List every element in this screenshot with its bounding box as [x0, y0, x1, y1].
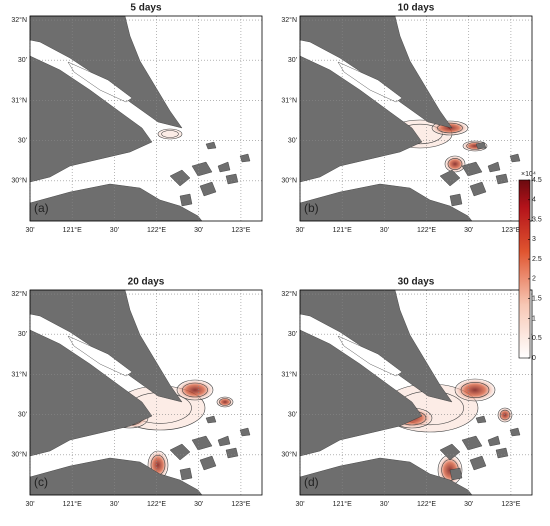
x-tick-label: 30'	[25, 501, 34, 508]
panel-title: 20 days	[128, 277, 165, 288]
contour	[497, 407, 513, 423]
panel-title: 5 days	[130, 3, 162, 14]
y-tick-label: 32°N	[281, 16, 297, 24]
x-tick-label: 30'	[464, 227, 473, 234]
y-tick-label: 31°N	[281, 370, 297, 378]
y-tick-label: 30'	[288, 57, 297, 64]
y-tick-label: 30'	[18, 331, 27, 338]
x-tick-label: 30'	[194, 227, 203, 234]
contour	[157, 128, 183, 140]
panel-label: (b)	[304, 201, 319, 215]
x-tick-label: 30'	[380, 227, 389, 234]
colorbar-tick-label: 4.5	[532, 177, 542, 184]
x-tick-label: 123°E	[231, 500, 250, 508]
colorbar-tick-label: 3	[532, 236, 536, 243]
colorbar-tick-label: 0.5	[532, 335, 542, 342]
panel-title: 30 days	[398, 277, 435, 288]
map-panel: 30' 121°E 30' 122°E 30' 123°E 32°N 30' 31°N 30' 30…	[11, 277, 263, 508]
x-tick-label: 30'	[110, 501, 119, 508]
x-tick-label: 121°E	[333, 500, 352, 508]
y-tick-label: 30'	[288, 411, 297, 418]
y-tick-label: 30'	[18, 137, 27, 144]
y-tick-label: 31°N	[11, 370, 27, 378]
y-tick-label: 31°N	[11, 96, 27, 104]
x-tick-label: 30'	[380, 501, 389, 508]
contour	[176, 379, 214, 401]
x-tick-label: 122°E	[147, 500, 166, 508]
frame	[29, 15, 263, 222]
map-panel: 30' 121°E 30' 122°E 30' 123°E 32°N 30' 31°N 30' 30…	[281, 277, 533, 508]
x-tick-label: 123°E	[231, 226, 250, 234]
x-tick-label: 30'	[295, 501, 304, 508]
colorbar-tick-label: 2.5	[532, 256, 542, 263]
contour	[161, 130, 179, 138]
y-tick-label: 30'	[288, 137, 297, 144]
x-tick-label: 30'	[464, 501, 473, 508]
contour	[447, 158, 463, 170]
frame	[29, 289, 263, 496]
x-tick-label: 30'	[25, 227, 34, 234]
map-panel: 30' 121°E 30' 122°E 30' 123°E 32°N 30' 31°N 30' 30…	[11, 3, 263, 234]
contour	[437, 122, 463, 134]
panel-label: (d)	[304, 475, 319, 489]
y-tick-label: 30'	[18, 57, 27, 64]
colorbar-exponent: ×10⁴	[521, 171, 536, 178]
contour	[499, 409, 511, 421]
x-tick-label: 121°E	[63, 500, 82, 508]
colorbar	[518, 179, 531, 359]
contour	[454, 378, 496, 402]
contour	[216, 396, 234, 408]
y-tick-label: 30'	[288, 331, 297, 338]
contour	[219, 398, 231, 406]
colorbar-tick-label: 2	[532, 276, 536, 283]
x-tick-label: 122°E	[147, 226, 166, 234]
colorbar-tick-label: 3.5	[532, 216, 542, 223]
contour	[182, 382, 208, 398]
panel-title: 10 days	[398, 3, 435, 14]
colorbar-tick-label: 0	[532, 355, 536, 362]
frame	[299, 289, 533, 496]
y-tick-label: 32°N	[281, 290, 297, 298]
x-tick-label: 121°E	[63, 226, 82, 234]
contour	[444, 155, 466, 173]
x-tick-label: 122°E	[417, 226, 436, 234]
map-panel: 30' 121°E 30' 122°E 30' 123°E 32°N 30' 31°N 30' 30…	[281, 3, 533, 234]
x-tick-label: 122°E	[417, 500, 436, 508]
y-tick-label: 30°N	[11, 177, 27, 185]
y-tick-label: 30°N	[281, 451, 297, 459]
y-tick-label: 32°N	[11, 290, 27, 298]
y-tick-label: 30°N	[11, 451, 27, 459]
y-tick-label: 30°N	[281, 177, 297, 185]
y-tick-label: 30'	[18, 411, 27, 418]
panel-label: (c)	[34, 475, 48, 489]
x-tick-label: 121°E	[333, 226, 352, 234]
contour	[431, 120, 469, 136]
x-tick-label: 123°E	[501, 500, 520, 508]
x-tick-label: 30'	[110, 227, 119, 234]
panel-label: (a)	[34, 201, 49, 215]
x-tick-label: 30'	[295, 227, 304, 234]
y-tick-label: 32°N	[11, 16, 27, 24]
x-tick-label: 123°E	[501, 226, 520, 234]
colorbar-tick-label: 1.5	[532, 296, 542, 303]
colorbar-tick-label: 4	[532, 197, 536, 204]
contour	[460, 382, 490, 399]
colorbar-tick-label: 1	[532, 315, 536, 322]
y-tick-label: 31°N	[281, 96, 297, 104]
x-tick-label: 30'	[194, 501, 203, 508]
contour	[462, 140, 488, 152]
frame	[299, 15, 533, 222]
